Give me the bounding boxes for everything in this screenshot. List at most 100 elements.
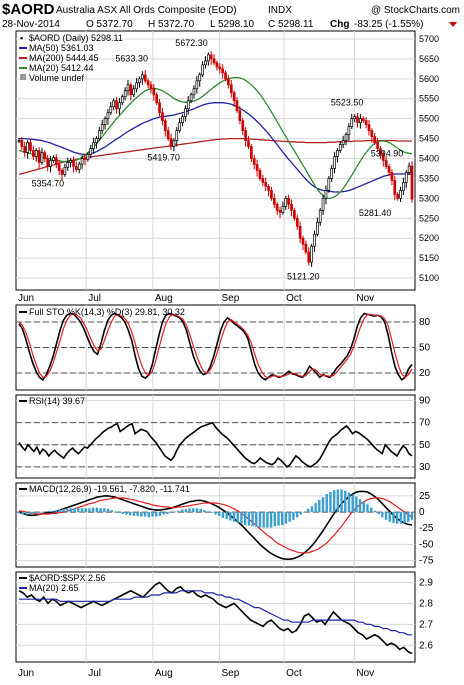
quote-low: L 5298.10 xyxy=(210,19,255,30)
candle-body xyxy=(387,166,391,173)
candle-body xyxy=(83,158,87,160)
histogram-bar xyxy=(43,511,47,513)
candle-body xyxy=(26,142,29,153)
x-tick-label: Aug xyxy=(155,668,173,679)
candle-body xyxy=(376,142,379,149)
histogram-bar xyxy=(295,512,299,518)
histogram-bar xyxy=(47,510,50,513)
histogram-bar xyxy=(318,499,321,513)
series-line xyxy=(18,312,413,381)
y-tick-label: 90 xyxy=(419,396,431,407)
candle-body xyxy=(204,60,207,66)
histogram-bar xyxy=(36,512,39,513)
quote-close: C 5298.11 xyxy=(268,19,314,30)
histogram-bar xyxy=(299,512,302,515)
histogram-bar xyxy=(62,508,65,513)
candle-body xyxy=(344,134,348,141)
candle-body xyxy=(120,96,124,104)
histogram-bar xyxy=(169,512,173,513)
histogram-bar xyxy=(370,507,373,513)
legend-entry: Volume undef xyxy=(29,73,85,83)
y-tick-label: -50 xyxy=(419,539,434,550)
candle-body xyxy=(155,94,159,104)
y-tick-label: 2.8 xyxy=(419,598,433,609)
candle-body xyxy=(63,166,67,175)
histogram-bar xyxy=(58,509,61,513)
candle-body xyxy=(135,82,138,90)
histogram-bar xyxy=(54,510,58,513)
histogram-bar xyxy=(121,512,125,515)
candle-body xyxy=(281,205,285,213)
candle-body xyxy=(381,154,385,161)
candle-body xyxy=(109,106,113,114)
y-tick-label: -25 xyxy=(419,523,434,534)
histogram-bar xyxy=(110,510,113,513)
histogram-bar xyxy=(184,508,188,513)
candle-body xyxy=(77,163,81,171)
legend-entry: RSI(14) 39.67 xyxy=(29,396,85,406)
price-annotation: 5394.90 xyxy=(371,149,404,159)
histogram-bar xyxy=(407,512,410,522)
legend-entry: Full STO %K(14,3) %D(3) 29.81, 30.32 xyxy=(29,307,185,317)
y-tick-label: 5700 xyxy=(419,34,439,44)
candle-body xyxy=(278,209,282,213)
histogram-bar xyxy=(91,507,95,513)
histogram-bar xyxy=(351,494,354,513)
candle-body xyxy=(52,157,55,161)
y-tick-label: 5200 xyxy=(419,233,439,243)
source-label: @ StockCharts.com xyxy=(371,5,460,16)
histogram-bar xyxy=(206,511,210,513)
histogram-bar xyxy=(273,512,277,527)
candle-body xyxy=(161,112,164,122)
candle-body xyxy=(379,148,382,155)
y-tick-label: 5650 xyxy=(419,54,439,64)
histogram-bar xyxy=(188,508,191,513)
legend-entry: MA(200) 5444.45 xyxy=(29,53,99,63)
candle-body xyxy=(31,150,35,157)
y-tick-label: 5150 xyxy=(419,253,439,263)
candle-body xyxy=(258,170,262,179)
candle-body xyxy=(324,190,328,199)
histogram-bar xyxy=(314,503,317,513)
series-line xyxy=(18,581,413,655)
candle-body xyxy=(163,120,167,131)
candle-body xyxy=(252,158,256,165)
histogram-bar xyxy=(277,512,280,526)
candle-body xyxy=(46,158,50,167)
y-tick-label: 2.7 xyxy=(419,619,433,630)
histogram-bar xyxy=(147,512,150,518)
candle-body xyxy=(307,251,311,263)
candle-body xyxy=(270,190,273,199)
quote-open: O 5372.70 xyxy=(86,19,133,30)
histogram-bar xyxy=(373,510,377,513)
histogram-bar xyxy=(258,512,262,528)
candle-body xyxy=(301,237,305,245)
series-line xyxy=(19,590,412,636)
candle-body xyxy=(66,162,70,168)
candle-body xyxy=(146,80,150,86)
x-tick-label: Aug xyxy=(155,293,173,304)
candle-body xyxy=(364,120,368,125)
candle-body xyxy=(244,130,247,141)
histogram-bar xyxy=(218,512,221,516)
histogram-bar xyxy=(77,508,80,513)
candle-body xyxy=(255,164,259,171)
candle-body xyxy=(75,166,78,171)
panel-frame-rsi xyxy=(15,394,416,479)
candle-body xyxy=(272,198,276,205)
candle-body xyxy=(118,102,121,110)
y-tick-label: 80 xyxy=(419,317,431,328)
candle-body xyxy=(361,118,365,122)
candle-body xyxy=(235,100,239,112)
histogram-bar xyxy=(329,492,332,513)
candle-body xyxy=(370,130,374,137)
legend-entry: MACD(12,26,9) -19.561, -7.820, -11.741 xyxy=(29,484,190,494)
candle-body xyxy=(293,209,296,219)
candle-body xyxy=(37,150,41,163)
candle-body xyxy=(152,88,156,96)
y-tick-label: 5600 xyxy=(419,74,439,84)
histogram-bar xyxy=(210,512,213,513)
candle-body xyxy=(49,160,52,167)
histogram-bar xyxy=(166,512,169,515)
series-line xyxy=(18,497,413,554)
